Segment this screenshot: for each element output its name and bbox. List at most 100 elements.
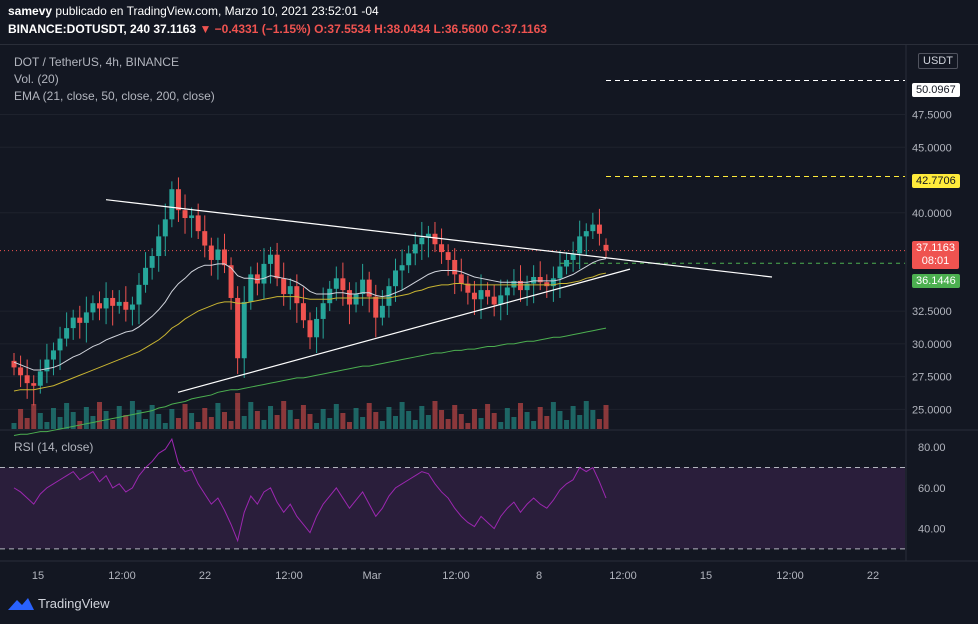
volume-bar — [393, 416, 399, 429]
candle-body — [596, 224, 602, 234]
volume-bar — [478, 418, 484, 429]
candle-body — [44, 359, 50, 372]
volume-bar — [603, 405, 609, 429]
volume-bar — [97, 402, 103, 429]
candle-body — [432, 233, 438, 245]
volume-bar — [412, 420, 418, 429]
candle-body — [268, 254, 274, 264]
currency-button[interactable]: USDT — [918, 53, 958, 69]
candle-body — [386, 286, 392, 306]
candle-body — [458, 274, 464, 284]
price-tick-label: 47.5000 — [912, 110, 952, 122]
volume-bar — [261, 420, 267, 429]
candle-body — [366, 279, 372, 297]
volume-bar — [511, 417, 517, 429]
candle-body — [189, 215, 195, 219]
volume-bar — [452, 405, 458, 429]
candle-body — [511, 280, 517, 288]
candle-body — [307, 320, 313, 338]
price-tick-label: 30.0000 — [912, 339, 952, 351]
candle-body — [97, 303, 103, 309]
candle-body — [570, 253, 576, 260]
candle-body — [248, 274, 254, 302]
candle-body — [77, 317, 83, 323]
candle-body — [215, 249, 221, 260]
candle-body — [281, 278, 287, 295]
candle-body — [287, 286, 293, 295]
candle-body — [254, 274, 260, 284]
ascending-trendline — [177, 268, 631, 393]
volume-bar — [445, 419, 451, 429]
ohlc-line: BINANCE:DOTUSDT, 240 37.1163 ▼ −0.4331 (… — [8, 22, 547, 36]
volume-bar — [143, 419, 149, 429]
volume-bar — [524, 412, 530, 429]
candle-body — [491, 296, 497, 305]
candle-body — [90, 303, 96, 313]
volume-bar — [517, 403, 523, 429]
candle-body — [110, 297, 116, 306]
volume-bar — [294, 419, 300, 429]
volume-bar — [504, 408, 510, 429]
volume-bar — [182, 404, 188, 429]
volume-bar — [44, 422, 50, 429]
volume-bar — [254, 411, 260, 429]
time-tick-label: 12:00 — [108, 570, 136, 582]
candle-body — [64, 328, 70, 339]
price-tag-last: 37.1163 08:01 — [912, 241, 959, 269]
descending-trendline — [105, 199, 773, 278]
tradingview-logo[interactable]: TradingView — [8, 596, 110, 611]
candle-body — [557, 266, 563, 279]
candle-body — [465, 283, 471, 293]
volume-bar — [215, 403, 221, 429]
low-value: L:36.5600 — [433, 22, 489, 36]
candle-body — [31, 383, 37, 386]
candle-body — [18, 367, 24, 376]
rsi-tick-label: 40.00 — [918, 524, 946, 536]
volume-bar — [439, 410, 445, 429]
candle-body — [202, 231, 208, 246]
candle-body — [544, 282, 550, 287]
candle-body — [320, 303, 326, 319]
candle-body — [452, 259, 458, 275]
chart-frame[interactable]: 47.5000 45.0000 40.0000 32.5000 30.0000 27.50… — [0, 44, 978, 590]
candle-body — [57, 338, 63, 351]
volume-bar — [340, 413, 346, 429]
candle-body — [550, 278, 556, 287]
volume-bar — [228, 421, 234, 429]
volume-bar — [202, 408, 208, 429]
volume-bar — [333, 404, 339, 429]
time-tick-label: 12:00 — [442, 570, 470, 582]
candle-body — [149, 256, 155, 268]
volume-bar — [425, 415, 431, 429]
volume-bar — [590, 410, 596, 429]
candle-body — [208, 245, 214, 260]
volume-bar — [50, 408, 56, 429]
volume-bar — [327, 418, 333, 429]
time-tick-label: 22 — [867, 570, 879, 582]
volume-bar — [485, 404, 491, 429]
candle-body — [478, 290, 484, 300]
candle-body — [577, 236, 583, 254]
candle-body — [445, 252, 451, 260]
legend-rsi: RSI (14, close) — [14, 440, 94, 454]
volume-bar — [537, 407, 543, 429]
volume-bar — [557, 411, 563, 429]
time-tick-label: 15 — [32, 570, 44, 582]
candle-body — [346, 290, 352, 305]
candle-body — [333, 278, 339, 289]
price-tick-label: 27.5000 — [912, 372, 952, 384]
volume-bar — [156, 414, 162, 429]
price-tick-label: 25.0000 — [912, 404, 952, 416]
legend-volume: Vol. (20) — [14, 72, 59, 86]
volume-bar — [373, 412, 379, 429]
rsi-line — [13, 437, 607, 543]
chart-canvas[interactable]: 47.5000 45.0000 40.0000 32.5000 30.0000 27.50… — [0, 45, 978, 591]
candle-body — [504, 287, 510, 296]
volume-bar — [169, 409, 175, 429]
candle-body — [274, 254, 280, 279]
candle-body — [83, 312, 89, 323]
candle-body — [498, 295, 504, 305]
candle-body — [24, 375, 30, 384]
last-price-label: 37.1163 — [916, 242, 955, 254]
candle-body — [419, 237, 425, 245]
